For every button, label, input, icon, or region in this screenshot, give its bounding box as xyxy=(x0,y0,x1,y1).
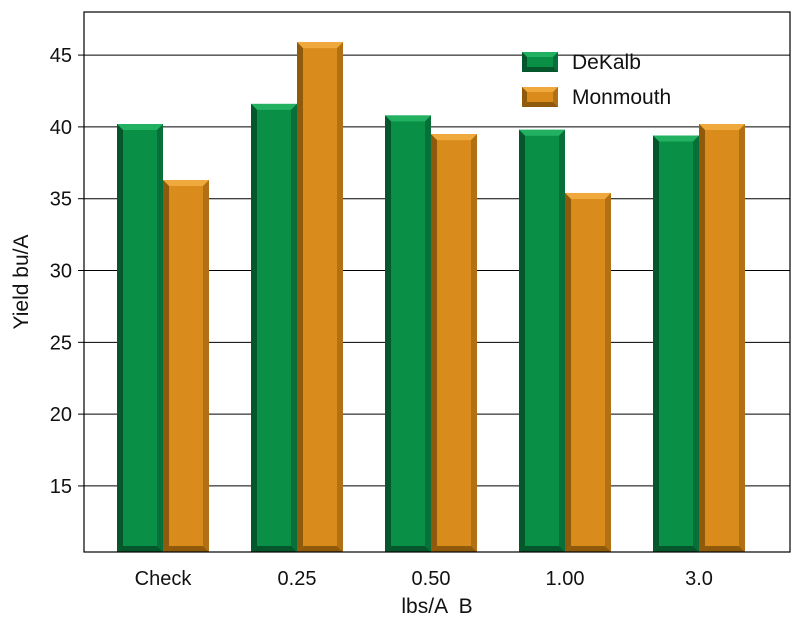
legend-item-dekalb: DeKalb xyxy=(522,51,641,74)
bar-bevel-top xyxy=(699,124,745,131)
bar-bevel-right xyxy=(693,135,699,553)
bar-face xyxy=(251,103,297,553)
legend-swatch-bevel xyxy=(553,52,558,72)
y-tick-label: 25 xyxy=(50,332,72,354)
bar-bevel-top xyxy=(297,42,343,49)
bar-bevel-left xyxy=(519,129,525,552)
bar-monmouth-0 xyxy=(163,180,209,552)
y-tick-label: 30 xyxy=(50,261,72,283)
legend-swatch-bevel xyxy=(522,67,558,72)
y-tick-label: 40 xyxy=(50,117,72,139)
bar-bevel-right xyxy=(425,115,431,552)
bar-bevel-top xyxy=(385,115,431,122)
x-tick-label: 1.00 xyxy=(546,568,585,590)
bar-bevel-top xyxy=(251,103,297,110)
x-tick-label: 3.0 xyxy=(685,568,713,590)
bar-bevel-right xyxy=(559,129,565,552)
bar-bevel-left xyxy=(653,135,659,553)
bar-dekalb-2 xyxy=(385,115,431,552)
bar-bevel-right xyxy=(337,42,343,552)
bar-bevel-bottom xyxy=(117,546,163,552)
legend-label: Monmouth xyxy=(572,86,671,109)
plot-frame xyxy=(83,11,791,553)
bar-bevel-right xyxy=(605,192,611,552)
bar-bevel-left xyxy=(431,134,437,552)
bar-bevel-left xyxy=(565,192,571,552)
y-tick-label: 20 xyxy=(50,404,72,426)
y-tick-label: 45 xyxy=(50,45,72,67)
bar-bevel-left xyxy=(251,103,257,553)
y-tick-labels: 15 20 25 30 35 40 45 xyxy=(50,45,72,498)
y-tick-label: 15 xyxy=(50,476,72,498)
bar-face xyxy=(431,134,477,552)
x-tick-label: Check xyxy=(135,568,193,590)
bar-face xyxy=(699,124,745,553)
bar-face xyxy=(163,180,209,552)
legend-swatch-bevel xyxy=(553,87,558,107)
bar-bevel-bottom xyxy=(565,546,611,552)
legend-label: DeKalb xyxy=(572,51,641,74)
x-axis-title: lbs/A B xyxy=(401,595,472,618)
bar-dekalb-0 xyxy=(117,124,163,553)
bar-bevel-left xyxy=(117,124,123,553)
bar-bevel-top xyxy=(163,180,209,187)
x-tick-labels: Check 0.25 0.50 1.00 3.0 xyxy=(135,568,713,590)
bar-bevel-bottom xyxy=(699,546,745,552)
bar-bevel-top xyxy=(653,135,699,142)
bar-bevel-right xyxy=(739,124,745,553)
bar-face xyxy=(385,115,431,552)
bar-monmouth-3 xyxy=(565,192,611,552)
legend-swatch-bevel xyxy=(522,87,558,92)
x-tick-label: 0.25 xyxy=(278,568,317,590)
bar-bevel-bottom xyxy=(653,546,699,552)
legend-swatch-bevel xyxy=(522,52,558,57)
bar-dekalb-1 xyxy=(251,103,297,553)
legend-item-monmouth: Monmouth xyxy=(522,86,671,109)
bar-bevel-right xyxy=(471,134,477,552)
bar-bevel-left xyxy=(297,42,303,552)
legend-swatch-bevel xyxy=(522,52,527,72)
bar-dekalb-3 xyxy=(519,129,565,552)
bar-monmouth-4 xyxy=(699,124,745,553)
bar-bevel-left xyxy=(699,124,705,553)
legend-swatch-bevel xyxy=(522,102,558,107)
bar-bevel-bottom xyxy=(385,546,431,552)
legend-swatch-bevel xyxy=(522,87,527,107)
bar-monmouth-2 xyxy=(431,134,477,552)
bar-face xyxy=(653,135,699,553)
bar-bevel-bottom xyxy=(519,546,565,552)
bar-face xyxy=(297,42,343,552)
bar-bevel-top xyxy=(117,124,163,131)
bar-bevel-bottom xyxy=(251,546,297,552)
bar-face xyxy=(117,124,163,553)
bar-bevel-top xyxy=(519,129,565,136)
y-tick-label: 35 xyxy=(50,189,72,211)
x-tick-label: 0.50 xyxy=(412,568,451,590)
legend: DeKalb Monmouth xyxy=(522,51,671,109)
bar-monmouth-1 xyxy=(297,42,343,552)
bar-face xyxy=(519,129,565,552)
bars xyxy=(117,42,745,553)
bar-bevel-right xyxy=(291,103,297,553)
y-axis-title: Yield bu/A xyxy=(10,235,33,330)
bar-bevel-right xyxy=(157,124,163,553)
bar-bevel-left xyxy=(163,180,169,552)
bar-face xyxy=(565,192,611,552)
bar-bevel-top xyxy=(565,192,611,199)
bar-bevel-bottom xyxy=(297,546,343,552)
bar-bevel-bottom xyxy=(431,546,477,552)
bar-bevel-bottom xyxy=(163,546,209,552)
bar-bevel-top xyxy=(431,134,477,141)
bar-dekalb-4 xyxy=(653,135,699,553)
bar-bevel-right xyxy=(203,180,209,552)
bar-bevel-left xyxy=(385,115,391,552)
